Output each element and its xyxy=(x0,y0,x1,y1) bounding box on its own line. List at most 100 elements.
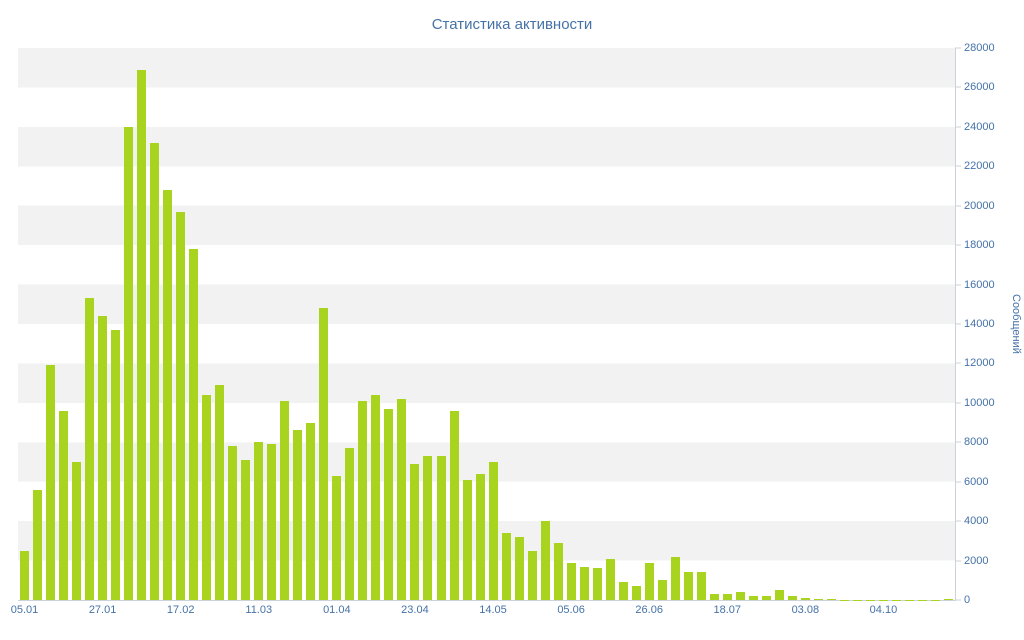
bar[interactable] xyxy=(475,473,485,600)
x-axis-label: 27.01 xyxy=(88,604,117,616)
bar-slot xyxy=(539,48,552,600)
bar[interactable] xyxy=(748,596,758,600)
bar[interactable] xyxy=(566,562,576,600)
bar[interactable] xyxy=(449,410,459,600)
bar-slot xyxy=(864,48,877,600)
bar[interactable] xyxy=(501,532,511,600)
bar[interactable] xyxy=(98,316,108,600)
bar-slot xyxy=(513,48,526,600)
bar[interactable] xyxy=(527,550,537,600)
bar[interactable] xyxy=(358,400,368,600)
bar[interactable] xyxy=(397,398,407,600)
bar-slot xyxy=(760,48,773,600)
bar-slot xyxy=(135,48,148,600)
bar[interactable] xyxy=(85,298,95,600)
bar[interactable] xyxy=(332,475,342,600)
bar[interactable] xyxy=(306,422,316,600)
bar[interactable] xyxy=(371,394,381,600)
bar[interactable] xyxy=(319,308,329,600)
bar[interactable] xyxy=(137,69,147,600)
bar[interactable] xyxy=(605,558,615,600)
bar[interactable] xyxy=(163,189,173,600)
bar-slot xyxy=(877,48,890,600)
bar[interactable] xyxy=(150,142,160,600)
bar[interactable] xyxy=(72,462,82,600)
bar[interactable] xyxy=(254,442,264,600)
x-axis-label: 05.06 xyxy=(557,604,585,616)
bar[interactable] xyxy=(592,568,602,600)
bar-slot xyxy=(903,48,916,600)
bar-slot xyxy=(695,48,708,600)
bar[interactable] xyxy=(696,572,706,600)
bar[interactable] xyxy=(709,594,719,600)
bar[interactable] xyxy=(514,536,524,600)
bar[interactable] xyxy=(241,460,251,600)
bar-slot xyxy=(786,48,799,600)
bar[interactable] xyxy=(553,542,563,600)
bar[interactable] xyxy=(657,580,667,600)
bar[interactable] xyxy=(787,596,797,600)
bar[interactable] xyxy=(111,329,121,600)
bar[interactable] xyxy=(579,566,589,600)
bar-slot xyxy=(682,48,695,600)
bar-slot xyxy=(643,48,656,600)
bar[interactable] xyxy=(774,590,784,600)
y-axis-tick xyxy=(955,362,961,364)
bar-slot xyxy=(96,48,109,600)
bar[interactable] xyxy=(540,521,550,600)
y-axis-tick xyxy=(955,599,961,601)
bar[interactable] xyxy=(189,249,199,600)
bar-slot xyxy=(734,48,747,600)
y-axis-tick xyxy=(955,560,961,562)
bar-slot xyxy=(187,48,200,600)
bar[interactable] xyxy=(46,365,56,600)
bar[interactable] xyxy=(345,448,355,600)
bar[interactable] xyxy=(813,599,823,600)
bar[interactable] xyxy=(488,462,498,600)
bar[interactable] xyxy=(124,126,134,600)
bar[interactable] xyxy=(293,430,303,600)
bar[interactable] xyxy=(644,562,654,600)
bar[interactable] xyxy=(423,456,433,600)
bar[interactable] xyxy=(722,594,732,600)
bar[interactable] xyxy=(735,592,745,600)
bar[interactable] xyxy=(800,598,810,600)
bar[interactable] xyxy=(436,456,446,600)
y-axis-label: 2000 xyxy=(964,554,989,567)
bar-slot xyxy=(617,48,630,600)
bar[interactable] xyxy=(176,211,186,600)
bar[interactable] xyxy=(215,385,225,600)
bar-slot xyxy=(656,48,669,600)
bar[interactable] xyxy=(631,586,641,600)
bar[interactable] xyxy=(280,400,290,600)
y-axis-label: 4000 xyxy=(964,515,989,528)
bar[interactable] xyxy=(228,446,238,600)
bar[interactable] xyxy=(202,394,212,600)
bar[interactable] xyxy=(384,408,394,600)
bar-slot xyxy=(304,48,317,600)
bar[interactable] xyxy=(683,572,693,600)
bar[interactable] xyxy=(761,596,771,600)
bar[interactable] xyxy=(462,479,472,600)
bar-slot xyxy=(382,48,395,600)
bar[interactable] xyxy=(670,556,680,600)
bar-slot xyxy=(57,48,70,600)
bar-slot xyxy=(200,48,213,600)
y-axis-label: 28000 xyxy=(964,42,995,54)
x-axis-label: 14.05 xyxy=(479,604,507,616)
y-axis-tick xyxy=(955,47,961,49)
bar[interactable] xyxy=(618,582,628,600)
bar[interactable] xyxy=(267,444,277,600)
bar-slot xyxy=(421,48,434,600)
bar-slot xyxy=(916,48,929,600)
bar[interactable] xyxy=(59,410,69,600)
bar[interactable] xyxy=(33,489,43,600)
bar[interactable] xyxy=(410,463,420,600)
bar[interactable] xyxy=(944,599,954,600)
y-axis-ticks xyxy=(955,47,961,601)
bar-slot xyxy=(226,48,239,600)
bar-slot xyxy=(239,48,252,600)
bar[interactable] xyxy=(826,599,836,600)
bar[interactable] xyxy=(20,550,29,600)
